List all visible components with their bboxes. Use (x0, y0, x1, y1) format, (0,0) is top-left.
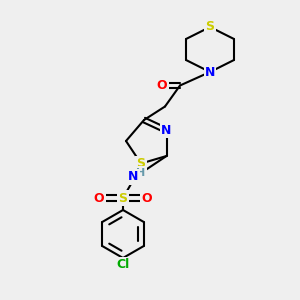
Text: O: O (142, 191, 152, 205)
Text: S: S (206, 20, 214, 34)
Text: H: H (136, 167, 146, 178)
Text: N: N (128, 170, 139, 184)
Text: O: O (157, 79, 167, 92)
Text: O: O (94, 191, 104, 205)
Text: Cl: Cl (116, 258, 130, 271)
Text: S: S (118, 191, 127, 205)
Text: N: N (161, 124, 172, 137)
Text: N: N (205, 65, 215, 79)
Text: S: S (136, 157, 146, 170)
